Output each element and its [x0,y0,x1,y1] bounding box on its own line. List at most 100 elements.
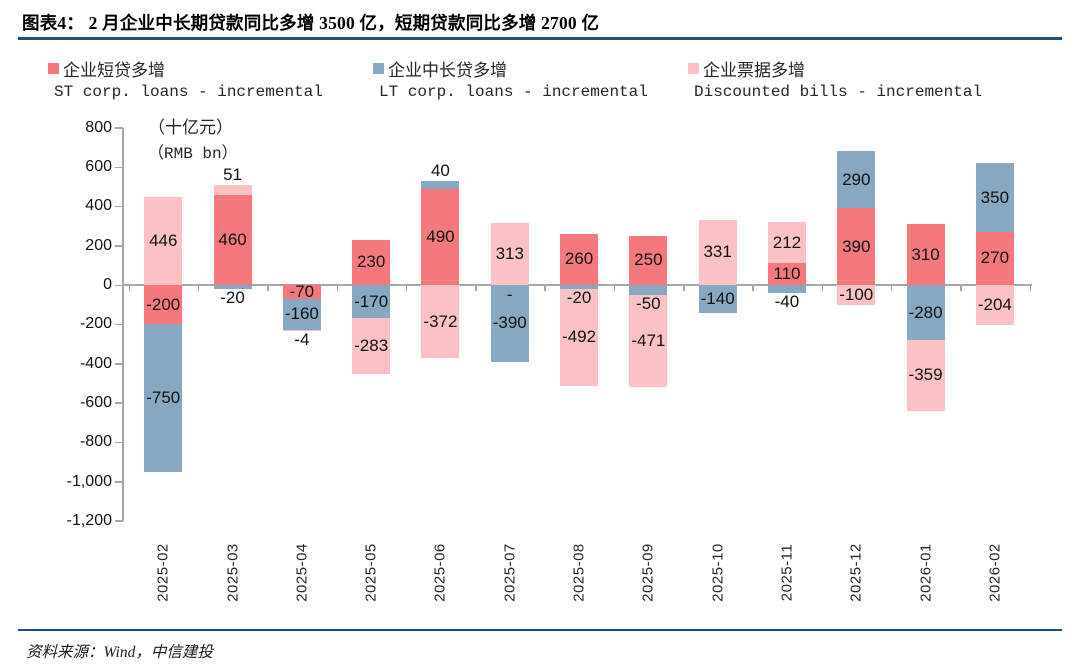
bar-segment [629,285,668,295]
x-axis-tick [890,285,893,291]
bar-value-label: -204 [977,295,1012,315]
bar-value-label: -200 [146,294,181,314]
bar-segment [282,285,321,299]
bar-segment [767,221,806,264]
x-axis-tick [267,285,269,291]
y-axis-tick [115,205,123,208]
x-axis-label: 2026-02 [986,543,1004,602]
bar-segment [837,151,876,209]
y-axis-label: 800 [85,118,112,136]
y-axis-tick [115,166,123,169]
legend-swatch-bills-icon [688,62,699,74]
y-axis-tick [115,284,123,286]
bar-segment [144,285,183,325]
y-axis-label: -800 [79,433,112,451]
legend-label-cn: 企业票据多增 [703,60,805,80]
bar-value-label: -20 [566,287,592,307]
bar-value-label: -40 [774,291,800,311]
bar-value-label: -70 [289,281,315,301]
x-axis-tick [336,285,338,291]
y-axis-tick [115,441,123,444]
bar-segment [490,223,529,285]
bar-segment [282,330,321,331]
bar-value-label: 350 [980,187,1010,207]
legend-item-lt-loans: 企业中长贷多增 LT corp. loans - incremental [373,57,703,101]
x-axis-label: 2025-07 [501,543,519,602]
footer-rule [18,629,1062,631]
y-axis-tick [115,402,123,404]
bar-segment [767,285,806,293]
bar-segment [213,184,252,195]
legend-swatch-lt-icon [373,62,384,74]
bar-segment [906,224,945,285]
bar-value-label: 310 [911,244,940,264]
bar-segment [629,235,668,285]
x-axis-label: 2025-05 [362,543,380,602]
bar-value-label: -20 [220,287,245,307]
bar-value-label: 446 [149,231,178,251]
bar-value-label: 290 [842,169,871,189]
y-axis-tick [115,245,123,247]
bar-value-label: -280 [908,302,943,322]
bar-segment [560,288,599,386]
legend-label-cn: 企业中长贷多增 [388,60,507,80]
bar-segment [144,197,183,285]
bar-value-label: 313 [495,244,524,264]
y-axis-label: -600 [79,393,112,411]
bar-value-label: 270 [980,248,1010,268]
y-axis-label: -400 [79,354,112,372]
bar-segment [560,285,599,289]
bar-value-label: -140 [700,288,735,308]
y-axis-label: -200 [79,315,112,333]
y-axis-label: 600 [85,158,112,176]
x-axis-tick [821,285,824,291]
bar-value-label: 390 [842,236,871,256]
legend-item-bills: 企业票据多增 Discounted bills - incremental [688,57,1018,101]
bar-value-label: 260 [564,249,594,269]
bar-value-label: -100 [839,284,874,304]
figure-title: 图表4： 2 月企业中长期贷款同比多增 3500 亿，短期贷款同比多增 2700… [22,13,600,33]
bar-value-label: -283 [354,336,389,356]
bar-segment [352,318,391,374]
x-axis-tick [128,285,131,291]
bar-value-label: -359 [908,365,943,385]
bar-segment [213,194,252,285]
bar-value-label: -170 [354,291,389,311]
y-axis-tick [115,363,123,365]
y-axis-label: -1,200 [66,511,112,529]
y-axis-label: 0 [103,276,112,293]
x-axis-tick [752,285,754,291]
x-axis-label: 2025-04 [293,543,311,602]
bar-segment [975,163,1014,232]
source-note: 资料来源：Wind，中信建投 [26,644,213,661]
bar-value-label: -4 [294,329,310,349]
y-axis-line [122,127,124,521]
bar-value-label: -750 [146,387,181,407]
bar-segment [213,285,252,289]
bar-value-label: 490 [426,226,455,246]
x-axis-tick [475,285,477,291]
x-axis-label: 2025-12 [847,543,865,602]
bar-value-label: 212 [772,232,802,252]
bar-value-label: 51 [223,164,243,184]
y-axis-label: 400 [85,197,112,215]
bar-segment [906,340,945,411]
bar-segment [629,294,668,388]
legend-swatch-st-icon [48,62,59,74]
y-axis-tick [115,481,123,483]
y-axis-tick [115,323,123,326]
x-axis-tick [1029,285,1031,291]
y-axis-tick [115,520,123,522]
bar-value-label: - [506,285,513,304]
x-axis-tick [544,285,546,291]
bar-segment [490,285,529,362]
bar-value-label: 40 [430,160,450,180]
bar-value-label: -471 [631,331,666,351]
x-axis-label: 2025-11 [778,543,796,602]
x-axis-label: 2025-10 [709,543,727,602]
y-axis-unit-en: （RMB bn） [148,145,238,163]
bar-segment [560,233,599,285]
x-axis-label: 2026-01 [917,543,935,602]
bar-value-label: 230 [356,252,386,272]
